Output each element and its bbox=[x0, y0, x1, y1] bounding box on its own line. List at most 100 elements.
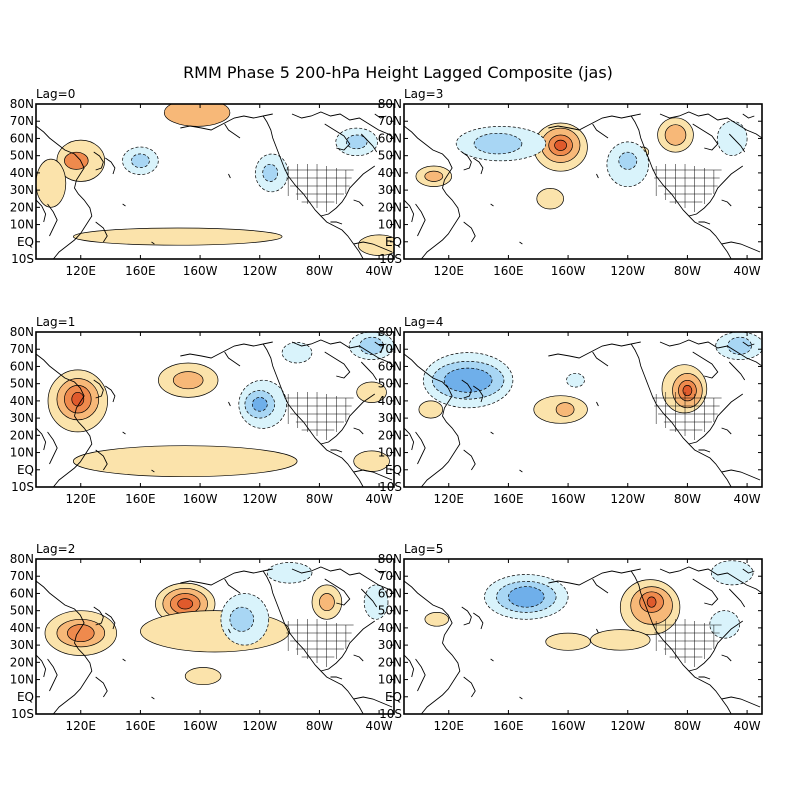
lon-tick-label: 160W bbox=[183, 264, 218, 278]
panel-frame bbox=[35, 331, 395, 488]
positive-anomaly-contour bbox=[177, 598, 194, 610]
lat-tick-label: 20N bbox=[378, 655, 402, 669]
positive-anomaly-contour bbox=[545, 632, 591, 651]
positive-anomaly-contour bbox=[590, 629, 651, 651]
lat-tick-label: EQ bbox=[17, 235, 34, 249]
lat-tick-label: 50N bbox=[10, 604, 34, 618]
lon-tick-label: 120W bbox=[610, 492, 645, 506]
positive-anomaly-contour bbox=[72, 227, 283, 246]
lat-tick-label: 80N bbox=[378, 97, 402, 111]
lon-tick-label: 40W bbox=[734, 719, 761, 733]
positive-anomaly-contour bbox=[554, 139, 567, 151]
lon-tick-label: 120E bbox=[66, 264, 97, 278]
lat-tick-label: 70N bbox=[10, 569, 34, 583]
lat-tick-label: 40N bbox=[10, 394, 34, 408]
negative-anomaly-contour bbox=[709, 610, 740, 639]
lon-tick-label: 120E bbox=[434, 492, 465, 506]
negative-anomaly-contour bbox=[363, 584, 389, 620]
lat-tick-label: 60N bbox=[10, 131, 34, 145]
positive-anomaly-contour bbox=[424, 170, 444, 182]
lon-tick-label: 160W bbox=[551, 492, 586, 506]
negative-anomaly-contour bbox=[618, 151, 638, 170]
positive-anomaly-contour bbox=[356, 381, 387, 403]
panel-label: Lag=5 bbox=[404, 542, 443, 556]
lon-tick-label: 160E bbox=[493, 492, 524, 506]
positive-anomaly-contour bbox=[555, 402, 575, 417]
lon-tick-label: 120W bbox=[610, 264, 645, 278]
lat-tick-label: 50N bbox=[378, 604, 402, 618]
lat-tick-label: 40N bbox=[378, 166, 402, 180]
lat-tick-label: 30N bbox=[10, 638, 34, 652]
lon-tick-label: 40W bbox=[366, 492, 393, 506]
negative-anomaly-contour bbox=[566, 372, 585, 388]
lat-tick-label: 70N bbox=[378, 114, 402, 128]
lon-tick-label: 160E bbox=[125, 264, 156, 278]
panel-frame bbox=[403, 331, 763, 488]
lat-tick-label: 80N bbox=[10, 552, 34, 566]
lon-tick-label: 160E bbox=[125, 719, 156, 733]
lat-tick-label: EQ bbox=[385, 690, 402, 704]
lat-tick-label: 30N bbox=[378, 638, 402, 652]
panel-frame bbox=[35, 103, 395, 260]
lat-tick-label: 10S bbox=[11, 707, 34, 721]
lat-tick-label: 20N bbox=[378, 200, 402, 214]
lat-tick-label: 20N bbox=[10, 428, 34, 442]
positive-anomaly-contour bbox=[536, 188, 564, 210]
lat-tick-label: 60N bbox=[378, 131, 402, 145]
lon-tick-label: 120W bbox=[242, 492, 277, 506]
lat-tick-label: 10N bbox=[10, 673, 34, 687]
lat-tick-label: 40N bbox=[378, 394, 402, 408]
positive-anomaly-contour bbox=[646, 596, 657, 608]
lon-tick-label: 160W bbox=[183, 492, 218, 506]
lon-tick-label: 160W bbox=[183, 719, 218, 733]
lon-tick-label: 40W bbox=[366, 264, 393, 278]
lon-tick-label: 120W bbox=[242, 719, 277, 733]
negative-anomaly-contour bbox=[508, 586, 545, 608]
panel-label: Lag=4 bbox=[404, 315, 443, 329]
lat-tick-label: 60N bbox=[10, 586, 34, 600]
lat-tick-label: 70N bbox=[378, 342, 402, 356]
lat-tick-label: 10N bbox=[10, 218, 34, 232]
lat-tick-label: 30N bbox=[378, 411, 402, 425]
lat-tick-label: 80N bbox=[378, 552, 402, 566]
lat-tick-label: 70N bbox=[10, 342, 34, 356]
lon-tick-label: 120W bbox=[610, 719, 645, 733]
positive-anomaly-contour bbox=[163, 104, 231, 127]
panel-frame bbox=[35, 558, 395, 715]
lon-tick-label: 80W bbox=[306, 264, 333, 278]
lat-tick-label: 10S bbox=[379, 480, 402, 494]
lat-tick-label: 40N bbox=[10, 166, 34, 180]
lat-tick-label: 10S bbox=[379, 707, 402, 721]
panel-frame bbox=[403, 103, 763, 260]
lon-tick-label: 160E bbox=[493, 264, 524, 278]
positive-anomaly-contour bbox=[67, 624, 95, 643]
positive-anomaly-contour bbox=[172, 371, 204, 390]
lat-tick-label: 80N bbox=[378, 325, 402, 339]
lon-tick-label: 120E bbox=[66, 719, 97, 733]
negative-anomaly-contour bbox=[443, 367, 493, 393]
lon-tick-label: 120E bbox=[66, 492, 97, 506]
lat-tick-label: 20N bbox=[10, 200, 34, 214]
lon-tick-label: 120E bbox=[434, 719, 465, 733]
lat-tick-label: 60N bbox=[378, 586, 402, 600]
panel-label: Lag=2 bbox=[36, 542, 75, 556]
lat-tick-label: 10S bbox=[379, 252, 402, 266]
negative-anomaly-contour bbox=[716, 120, 748, 156]
lat-tick-label: 60N bbox=[378, 359, 402, 373]
negative-anomaly-contour bbox=[345, 134, 368, 150]
lat-tick-label: 30N bbox=[10, 183, 34, 197]
positive-anomaly-contour bbox=[418, 400, 444, 419]
lon-tick-label: 160E bbox=[125, 492, 156, 506]
positive-anomaly-contour bbox=[72, 445, 298, 478]
lon-tick-label: 80W bbox=[306, 719, 333, 733]
negative-anomaly-contour bbox=[262, 163, 279, 182]
lat-tick-label: 10N bbox=[378, 446, 402, 460]
positive-anomaly-contour bbox=[36, 158, 67, 208]
lat-tick-label: 10N bbox=[10, 446, 34, 460]
lat-tick-label: EQ bbox=[17, 463, 34, 477]
